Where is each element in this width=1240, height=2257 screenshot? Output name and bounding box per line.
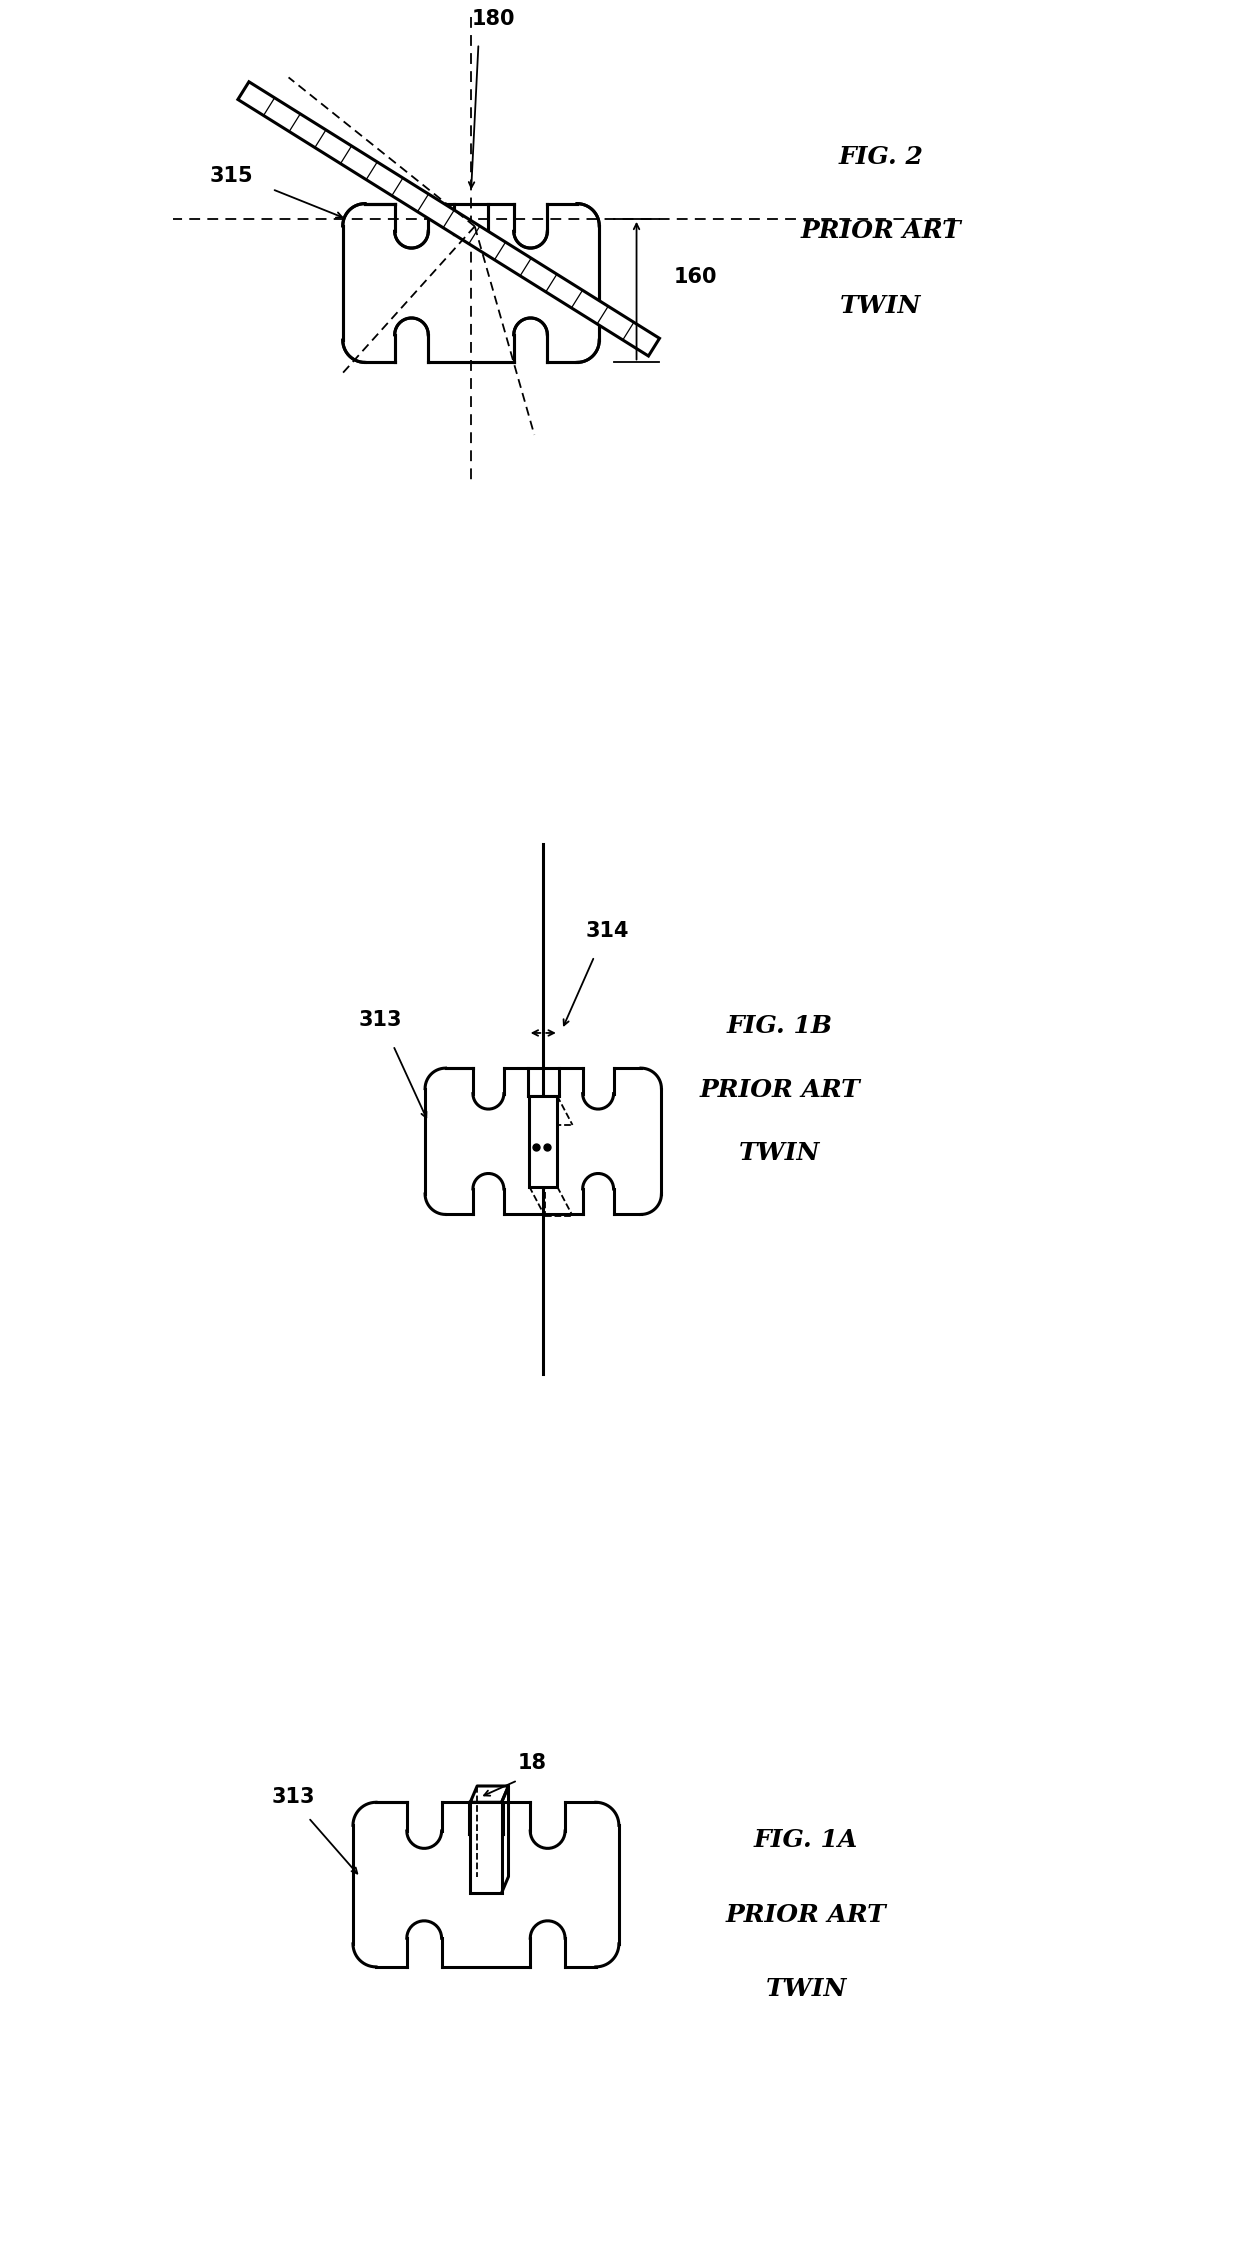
Text: PRIOR ART: PRIOR ART	[800, 219, 961, 244]
Text: 180: 180	[471, 9, 515, 29]
Bar	[470, 1803, 502, 1894]
Text: 313: 313	[358, 1011, 402, 1029]
Text: PRIOR ART: PRIOR ART	[699, 1077, 861, 1101]
Text: PRIOR ART: PRIOR ART	[725, 1903, 887, 1927]
Bar	[529, 1097, 557, 1187]
Text: 314: 314	[585, 921, 629, 941]
Text: 315: 315	[210, 165, 253, 185]
Text: FIG. 1A: FIG. 1A	[754, 1828, 858, 1853]
Text: 313: 313	[272, 1788, 315, 1806]
Text: TWIN: TWIN	[765, 1977, 847, 2002]
Text: TWIN: TWIN	[739, 1142, 821, 1165]
Text: 18: 18	[518, 1754, 547, 1774]
Text: FIG. 1B: FIG. 1B	[727, 1013, 833, 1038]
Text: FIG. 2: FIG. 2	[838, 144, 923, 169]
Polygon shape	[238, 81, 660, 357]
Text: 160: 160	[673, 266, 717, 287]
Text: TWIN: TWIN	[839, 293, 921, 318]
